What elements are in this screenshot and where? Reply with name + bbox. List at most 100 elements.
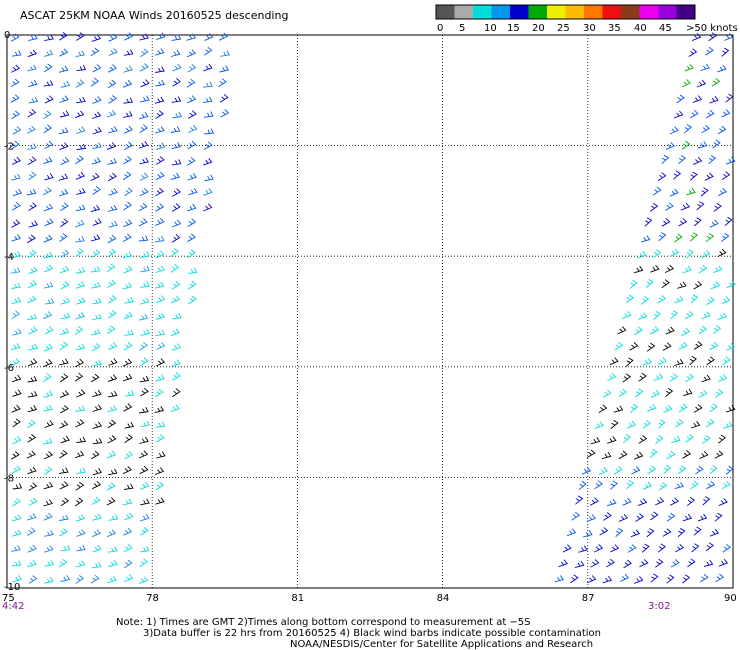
wind-barb [28,343,39,351]
wind-barb [603,512,612,521]
wind-barb [107,546,118,553]
wind-barb [717,434,727,444]
wind-barb [187,218,197,227]
wind-barb [90,47,100,57]
wind-barb [172,111,182,119]
wind-barb [11,545,21,552]
wind-barb [92,142,102,149]
wind-barb [11,50,22,57]
wind-barb [90,574,100,584]
wind-barb [42,437,53,445]
wind-barb [623,559,632,569]
wind-barb [188,188,198,196]
wind-barb [11,560,22,567]
wind-barb [124,434,133,443]
wind-barb [139,375,150,383]
wind-barb [27,375,38,383]
wind-barb [44,218,54,227]
wind-barb [43,390,54,398]
wind-barb [154,467,165,475]
wind-barb [220,50,230,57]
wind-barb [702,435,711,444]
wind-barb [639,559,649,568]
wind-barb [715,573,725,583]
wind-barb [43,234,53,243]
wind-barb [714,450,724,459]
wind-barb [700,187,709,197]
wind-barb [155,329,166,337]
wind-barb [663,404,673,413]
wind-barb [203,63,213,72]
wind-barb [10,33,20,42]
wind-barb [12,418,21,428]
wind-barb [705,46,714,56]
wind-barb [107,248,117,258]
wind-barb [90,373,100,383]
wind-barb [155,497,165,505]
wind-barb [156,32,166,41]
wind-barb [75,419,85,428]
wind-barb [172,388,181,398]
wind-barb [655,558,664,568]
wind-barb [666,574,675,584]
wind-barb [626,420,637,429]
wind-barb [155,217,165,226]
wind-barb [695,465,704,475]
wind-barb [76,389,86,398]
wind-barb [650,265,660,273]
wind-barb [661,279,670,289]
legend-label: 10 [484,23,497,34]
wind-barb [108,559,118,567]
wind-barb [59,110,70,118]
wind-barb [170,328,181,337]
wind-barb [123,219,133,228]
wind-barb [43,203,54,212]
y-tick-label: -4 [4,252,14,263]
wind-barb [12,328,22,336]
wind-barb [43,466,53,476]
wind-barb [186,157,196,166]
wind-barb [75,204,86,212]
wind-barb [172,78,181,87]
wind-barb [106,325,116,335]
wind-barb [108,220,118,228]
wind-barb [76,96,86,104]
wind-barb [650,511,659,521]
wind-barb [44,545,54,553]
wind-barb [219,93,229,103]
wind-barb [124,390,135,397]
wind-barb [11,173,21,181]
wind-barb [91,111,102,119]
wind-barb [722,356,731,366]
wind-barb [690,294,699,304]
wind-barb [140,387,149,397]
wind-barb [123,559,133,569]
wind-barb [155,156,165,165]
wind-barb [44,576,54,584]
wind-barb [202,158,213,166]
wind-barb [44,95,54,104]
wind-barb [92,127,102,135]
wind-barb [655,497,665,506]
wind-barb [107,575,117,584]
wind-barb [657,357,667,366]
wind-barb [92,468,103,476]
legend-label: 20 [532,23,545,34]
wind-barb [692,95,703,103]
wind-barb [75,267,86,274]
wind-barb [642,419,651,429]
wind-barb [610,480,618,490]
legend-swatch [473,5,492,19]
wind-barb [187,173,197,181]
wind-barb [107,234,117,244]
wind-barb [664,264,674,274]
wind-barb [202,81,213,88]
wind-barb [123,403,133,412]
wind-barb [723,421,733,429]
wind-barb [673,110,684,119]
wind-barb [122,233,132,242]
wind-barb [709,95,719,104]
wind-barb [28,575,38,584]
wind-barb [107,435,117,444]
wind-barb [76,126,86,134]
